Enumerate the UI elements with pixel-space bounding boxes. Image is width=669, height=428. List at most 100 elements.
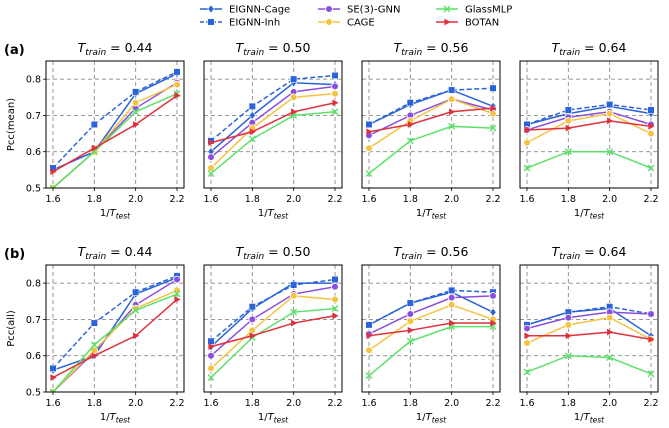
point-botan-shape bbox=[490, 319, 497, 327]
point-cage-shape bbox=[564, 117, 573, 125]
point-botan bbox=[174, 296, 181, 303]
point-se-3-gnn-shape bbox=[173, 275, 181, 284]
x-axis-label: 1/Ttest bbox=[100, 208, 131, 221]
point-se-3-gnn-shape bbox=[523, 324, 531, 333]
x-axis-label-var: T bbox=[584, 412, 591, 423]
series-line-eignn-cage bbox=[52, 73, 178, 171]
series-glassmlp bbox=[523, 148, 655, 172]
point-se-3-gnn bbox=[207, 351, 215, 360]
series-line-cage bbox=[368, 98, 494, 149]
point-glassmlp-shape bbox=[365, 169, 373, 177]
panel-title-val: = 0.50 bbox=[264, 40, 310, 55]
point-cage bbox=[365, 144, 373, 152]
point-eignn-inh-shape bbox=[564, 106, 572, 114]
panel-title: Ttrain = 0.44 bbox=[78, 40, 153, 58]
point-cage-shape bbox=[207, 364, 215, 373]
series-line-eignn-inh bbox=[368, 289, 494, 326]
series-botan bbox=[208, 312, 339, 351]
point-cage-shape bbox=[447, 95, 456, 103]
series-line-cage bbox=[526, 316, 652, 344]
x-tick-label: 2.2 bbox=[169, 398, 184, 409]
y-tick-label: 0.5 bbox=[26, 184, 41, 195]
point-eignn-inh-shape bbox=[248, 102, 256, 110]
series-se-3-gnn bbox=[365, 292, 497, 338]
point-eignn-inh bbox=[132, 88, 140, 96]
legend-item-se-3-gnn: SE(3)-GNN bbox=[318, 5, 401, 16]
legend-marker-cage-shape bbox=[325, 18, 333, 26]
series-eignn-inh bbox=[365, 286, 497, 329]
series-botan bbox=[208, 99, 339, 147]
point-eignn-inh-shape bbox=[248, 303, 256, 311]
series-group bbox=[365, 286, 497, 380]
point-glassmlp bbox=[331, 305, 339, 313]
series-group bbox=[207, 71, 339, 177]
point-cage-shape bbox=[331, 89, 339, 98]
series-group bbox=[523, 100, 655, 172]
point-cage bbox=[131, 98, 140, 107]
point-glassmlp bbox=[564, 148, 572, 156]
panel-title-var: T bbox=[394, 40, 403, 55]
x-tick-label: 2.0 bbox=[602, 194, 617, 205]
y-axis-label: Pcc(all) bbox=[6, 310, 17, 347]
legend-marker-se-3-gnn bbox=[325, 5, 333, 13]
point-cage-shape bbox=[331, 295, 339, 304]
point-botan-shape bbox=[524, 332, 531, 340]
point-eignn-inh-shape bbox=[406, 299, 414, 307]
x-axis-label-pre: 1/ bbox=[100, 412, 110, 423]
point-botan bbox=[490, 104, 497, 112]
point-cage-shape bbox=[647, 129, 655, 138]
series-line-glassmlp bbox=[210, 111, 336, 175]
x-axis-label-sub: test bbox=[274, 416, 289, 425]
legend-item-eignn-cage: EIGNN-Cage bbox=[200, 5, 290, 16]
series-line-eignn-inh bbox=[52, 275, 178, 369]
point-eignn-inh-shape bbox=[290, 75, 298, 83]
panel-title-sub: train bbox=[85, 252, 106, 262]
x-tick-label: 2.0 bbox=[602, 398, 617, 409]
series-line-eignn-inh bbox=[526, 103, 652, 126]
x-tick-label: 2.2 bbox=[643, 398, 658, 409]
point-botan bbox=[407, 121, 414, 128]
grid bbox=[204, 265, 342, 392]
point-cage bbox=[331, 89, 339, 98]
point-glassmlp bbox=[406, 137, 414, 145]
series-line-eignn-inh bbox=[368, 87, 494, 126]
point-eignn-inh bbox=[207, 337, 215, 345]
series-line-glassmlp bbox=[210, 307, 336, 379]
point-eignn-inh-shape bbox=[606, 100, 614, 109]
panel-title: Ttrain = 0.50 bbox=[236, 40, 311, 58]
point-botan bbox=[607, 117, 614, 125]
point-se-3-gnn bbox=[523, 324, 531, 333]
x-tick-label: 2.0 bbox=[444, 194, 459, 205]
x-axis-label-sub: test bbox=[116, 416, 131, 425]
series-line-glassmlp bbox=[52, 293, 178, 392]
point-eignn-inh bbox=[331, 71, 339, 80]
point-botan bbox=[565, 332, 572, 340]
point-glassmlp-shape bbox=[564, 352, 572, 360]
point-botan-shape bbox=[91, 144, 98, 152]
x-axis-label-pre: 1/ bbox=[258, 412, 268, 423]
point-botan-shape bbox=[607, 117, 614, 125]
series-eignn-inh bbox=[207, 275, 339, 345]
point-cage bbox=[248, 326, 257, 335]
legend-label-cage: CAGE bbox=[347, 18, 375, 29]
panel-title-sub: train bbox=[559, 48, 580, 58]
grid bbox=[520, 265, 658, 392]
x-axis-label-pre: 1/ bbox=[574, 412, 584, 423]
point-botan bbox=[133, 332, 140, 340]
point-cage-shape bbox=[605, 313, 614, 322]
series-line-cage bbox=[210, 295, 336, 369]
point-glassmlp-shape bbox=[90, 341, 98, 349]
point-eignn-inh-shape bbox=[647, 106, 655, 114]
grid bbox=[362, 61, 500, 188]
legend-marker-eignn-cage bbox=[207, 4, 215, 14]
point-glassmlp-shape bbox=[606, 354, 614, 362]
x-axis-label: 1/Ttest bbox=[100, 412, 131, 425]
panel-frame bbox=[361, 60, 501, 189]
point-botan bbox=[50, 374, 57, 381]
legend-marker-eignn-cage-shape bbox=[207, 4, 215, 14]
point-glassmlp bbox=[90, 341, 98, 349]
point-botan-shape bbox=[524, 126, 531, 134]
point-glassmlp bbox=[132, 108, 140, 116]
x-tick-label: 1.8 bbox=[403, 194, 418, 205]
panel-title: Ttrain = 0.64 bbox=[552, 244, 627, 262]
